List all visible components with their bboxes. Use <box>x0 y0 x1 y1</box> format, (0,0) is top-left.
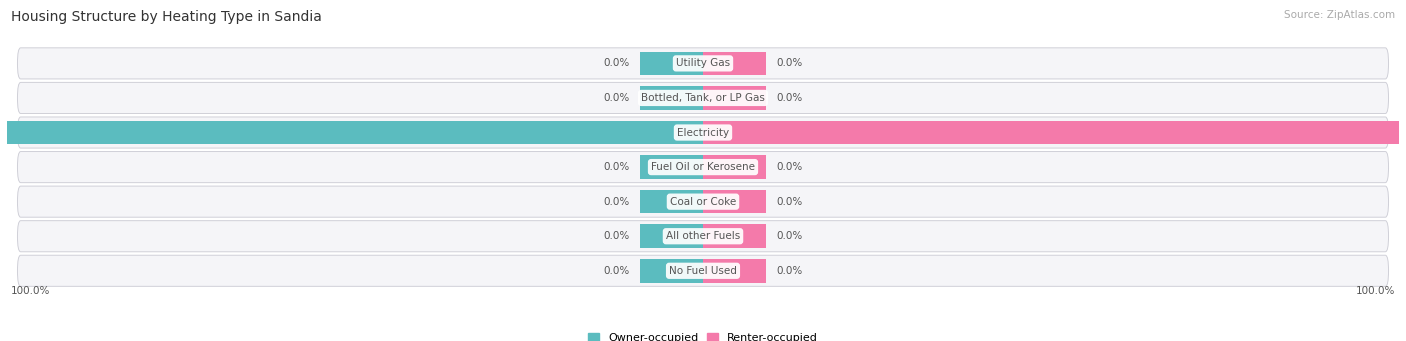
Text: 0.0%: 0.0% <box>603 93 630 103</box>
Bar <box>703 86 766 110</box>
FancyBboxPatch shape <box>17 186 1389 217</box>
Bar <box>703 224 766 248</box>
Text: 0.0%: 0.0% <box>603 162 630 172</box>
Text: 0.0%: 0.0% <box>603 266 630 276</box>
Text: 0.0%: 0.0% <box>776 93 803 103</box>
Bar <box>640 51 703 75</box>
FancyBboxPatch shape <box>17 117 1389 148</box>
Text: Electricity: Electricity <box>676 128 730 137</box>
Text: 0.0%: 0.0% <box>603 231 630 241</box>
Text: 0.0%: 0.0% <box>776 197 803 207</box>
Text: Bottled, Tank, or LP Gas: Bottled, Tank, or LP Gas <box>641 93 765 103</box>
Bar <box>703 51 766 75</box>
Text: Coal or Coke: Coal or Coke <box>669 197 737 207</box>
Text: 100.0%: 100.0% <box>1357 286 1396 296</box>
Bar <box>640 224 703 248</box>
FancyBboxPatch shape <box>17 151 1389 183</box>
Bar <box>640 259 703 283</box>
Text: 0.0%: 0.0% <box>776 266 803 276</box>
FancyBboxPatch shape <box>17 48 1389 79</box>
Bar <box>7 121 703 144</box>
FancyBboxPatch shape <box>17 221 1389 252</box>
Text: No Fuel Used: No Fuel Used <box>669 266 737 276</box>
Text: Source: ZipAtlas.com: Source: ZipAtlas.com <box>1284 10 1395 20</box>
Text: 100.0%: 100.0% <box>10 286 49 296</box>
Bar <box>703 121 1399 144</box>
Text: All other Fuels: All other Fuels <box>666 231 740 241</box>
Bar <box>640 86 703 110</box>
Text: Housing Structure by Heating Type in Sandia: Housing Structure by Heating Type in San… <box>11 10 322 24</box>
Bar <box>703 259 766 283</box>
Text: 0.0%: 0.0% <box>776 162 803 172</box>
Bar <box>703 190 766 213</box>
Bar <box>640 190 703 213</box>
Text: 0.0%: 0.0% <box>776 231 803 241</box>
FancyBboxPatch shape <box>17 83 1389 114</box>
FancyBboxPatch shape <box>17 255 1389 286</box>
Text: 0.0%: 0.0% <box>603 197 630 207</box>
Text: Fuel Oil or Kerosene: Fuel Oil or Kerosene <box>651 162 755 172</box>
Bar <box>640 155 703 179</box>
Legend: Owner-occupied, Renter-occupied: Owner-occupied, Renter-occupied <box>588 333 818 341</box>
Bar <box>703 155 766 179</box>
Text: Utility Gas: Utility Gas <box>676 58 730 69</box>
Text: 0.0%: 0.0% <box>776 58 803 69</box>
Text: 0.0%: 0.0% <box>603 58 630 69</box>
